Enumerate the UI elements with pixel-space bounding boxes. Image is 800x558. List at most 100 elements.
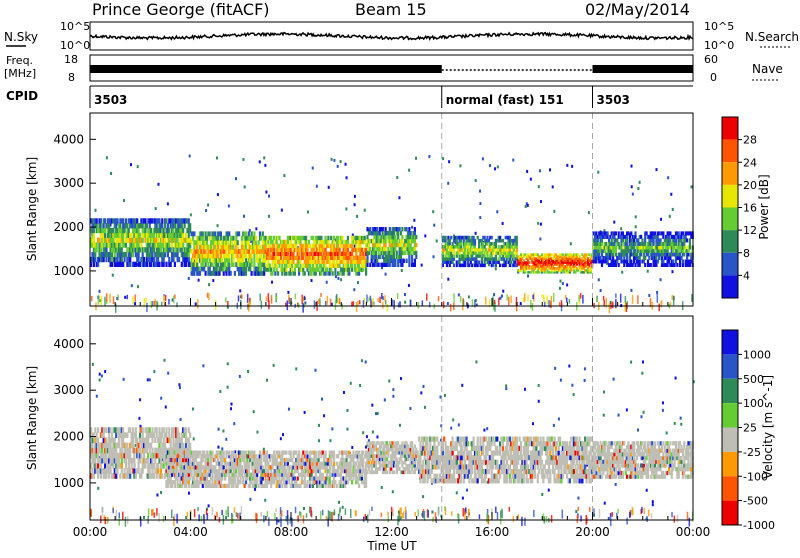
range-cell xyxy=(270,469,272,473)
range-cell xyxy=(414,239,416,243)
range-cell xyxy=(620,256,622,260)
range-cell xyxy=(394,235,396,239)
range-cell xyxy=(509,257,511,261)
range-cell xyxy=(160,247,162,252)
clutter-point xyxy=(335,301,337,310)
range-cell xyxy=(251,253,253,258)
range-cell xyxy=(306,252,308,256)
range-cell xyxy=(175,473,177,477)
range-cell xyxy=(115,432,117,438)
scatter-point xyxy=(475,179,477,182)
range-cell xyxy=(105,247,107,252)
clutter-point xyxy=(524,518,526,526)
scatter-point xyxy=(137,285,139,288)
range-cell xyxy=(139,448,141,454)
range-cell xyxy=(333,236,335,240)
range-cell xyxy=(129,262,131,267)
scatter-point xyxy=(137,165,139,168)
clutter-point xyxy=(350,509,352,518)
range-cell xyxy=(611,238,613,242)
nsky-label: N.Sky xyxy=(4,30,38,44)
scatter-point xyxy=(253,410,255,413)
range-cell xyxy=(97,453,99,459)
clutter-point xyxy=(530,300,532,309)
range-cell xyxy=(366,227,368,231)
scatter-point xyxy=(552,185,554,188)
scatter-point xyxy=(95,209,97,212)
scatter-point xyxy=(466,489,468,492)
range-cell xyxy=(154,438,156,444)
range-cell xyxy=(385,243,387,247)
range-cell xyxy=(105,427,107,433)
clutter-point xyxy=(163,516,165,522)
range-cell xyxy=(108,223,110,228)
range-cell xyxy=(393,251,395,255)
range-cell xyxy=(368,251,370,255)
scatter-point xyxy=(156,494,158,497)
scatter-point xyxy=(637,429,639,432)
range-cell xyxy=(210,245,212,250)
range-cell xyxy=(302,256,304,260)
range-cell xyxy=(351,244,353,248)
power-frame xyxy=(90,113,693,306)
range-cell xyxy=(516,242,518,246)
clutter-point xyxy=(208,293,210,300)
scatter-point xyxy=(432,210,434,213)
range-cell xyxy=(263,469,265,473)
range-cell xyxy=(604,249,606,253)
range-cell xyxy=(211,480,213,484)
range-cell xyxy=(182,454,184,458)
range-cell xyxy=(111,252,113,257)
range-cell xyxy=(105,438,107,444)
range-cell xyxy=(239,476,241,480)
scatter-point xyxy=(539,237,541,240)
range-cell xyxy=(613,235,615,239)
scatter-point xyxy=(354,203,356,206)
range-cell xyxy=(97,438,99,444)
range-cell xyxy=(242,258,244,263)
clutter-point xyxy=(234,507,236,513)
range-cell xyxy=(467,260,469,264)
range-cell xyxy=(415,235,417,239)
scatter-point xyxy=(538,185,540,188)
range-cell xyxy=(188,233,190,238)
scatter-point xyxy=(458,293,460,296)
freq-trace xyxy=(90,65,693,73)
range-cell xyxy=(495,242,497,246)
scatter-point xyxy=(381,486,383,489)
range-cell xyxy=(478,260,480,264)
range-cell xyxy=(249,484,251,488)
range-cell xyxy=(121,463,123,469)
clutter-point xyxy=(363,300,365,308)
clutter-point xyxy=(494,300,496,304)
clutter-point xyxy=(359,300,361,304)
range-cell xyxy=(241,465,243,469)
range-cell xyxy=(140,453,142,459)
range-cell xyxy=(235,262,237,267)
range-cell xyxy=(228,484,230,488)
scatter-point xyxy=(512,159,514,162)
range-cell xyxy=(112,238,114,243)
range-cell xyxy=(235,454,237,458)
range-cell xyxy=(179,480,181,484)
range-cell xyxy=(135,427,137,433)
range-cell xyxy=(147,438,149,444)
range-cell xyxy=(199,271,201,276)
range-cell xyxy=(149,448,151,454)
range-cell xyxy=(450,236,452,240)
clutter-point xyxy=(580,293,582,299)
range-cell xyxy=(255,484,257,488)
range-cell xyxy=(182,228,184,233)
range-cell xyxy=(362,267,364,271)
range-cell xyxy=(306,267,308,271)
range-cell xyxy=(643,260,645,264)
scatter-point xyxy=(280,437,282,440)
scatter-point xyxy=(566,283,568,286)
y-tick-label: 3000 xyxy=(53,176,84,190)
range-cell xyxy=(318,260,320,264)
clutter-point xyxy=(326,516,328,520)
scatter-point xyxy=(505,387,507,390)
range-cell xyxy=(158,218,160,223)
range-cell xyxy=(401,235,403,239)
range-cell xyxy=(239,462,241,466)
